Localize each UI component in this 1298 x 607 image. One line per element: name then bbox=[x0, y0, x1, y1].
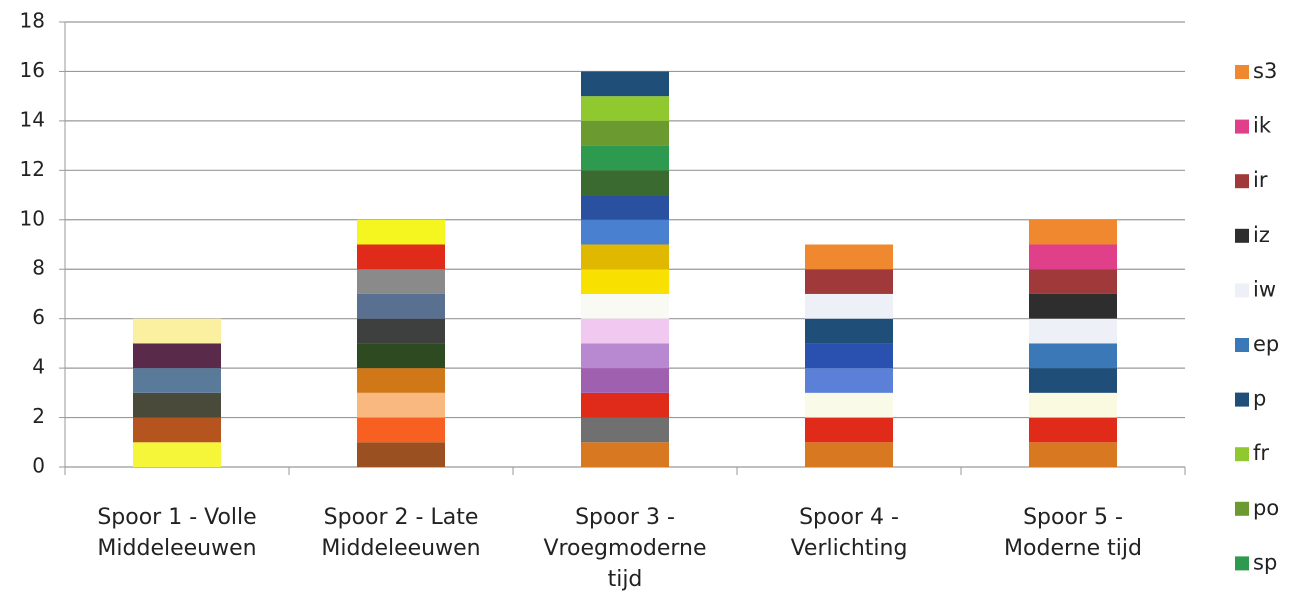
y-tick-label: 10 bbox=[20, 206, 45, 230]
bar-segment bbox=[357, 269, 445, 294]
y-tick-label: 12 bbox=[20, 157, 45, 181]
bar-segment bbox=[1029, 392, 1117, 418]
bar-segment bbox=[357, 244, 445, 270]
y-tick-label: 8 bbox=[32, 256, 45, 280]
bar-segment bbox=[357, 417, 445, 443]
bar-segment bbox=[357, 368, 445, 393]
legend-swatch bbox=[1235, 501, 1249, 516]
bar-segment bbox=[1029, 293, 1117, 319]
x-tick-label: tijd bbox=[608, 567, 643, 592]
legend-label: sp bbox=[1253, 550, 1277, 574]
bar-segment bbox=[581, 120, 669, 146]
bar-segment bbox=[581, 71, 669, 97]
legend-swatch bbox=[1235, 174, 1249, 189]
bar-segment bbox=[581, 219, 669, 245]
bar-segment bbox=[133, 417, 221, 443]
bar-segment bbox=[581, 417, 669, 443]
legend-swatch bbox=[1235, 392, 1249, 407]
legend-label: ir bbox=[1253, 168, 1268, 192]
x-tick-label: Spoor 2 - Late bbox=[324, 505, 479, 530]
bar-segment bbox=[805, 417, 893, 443]
bar-segment bbox=[1029, 219, 1117, 245]
x-tick-label: Spoor 1 - Volle bbox=[97, 505, 256, 530]
bar-segment bbox=[1029, 244, 1117, 270]
bar-segment bbox=[805, 343, 893, 369]
y-tick-label: 2 bbox=[32, 404, 45, 428]
bar-segment bbox=[357, 293, 445, 319]
bar-segment bbox=[805, 269, 893, 294]
bar-segment bbox=[805, 392, 893, 418]
x-tick-label: Vroegmoderne bbox=[543, 536, 706, 561]
bar-segment bbox=[357, 442, 445, 467]
legend-swatch bbox=[1235, 283, 1249, 298]
y-tick-label: 14 bbox=[20, 107, 45, 131]
bar-segment bbox=[1029, 343, 1117, 369]
bar-segment bbox=[581, 368, 669, 393]
bar-segment bbox=[357, 343, 445, 369]
bar-segment bbox=[581, 145, 669, 171]
y-tick-label: 0 bbox=[32, 454, 45, 478]
bar-segment bbox=[581, 392, 669, 418]
bar-segment bbox=[1029, 417, 1117, 443]
bar-segment bbox=[581, 442, 669, 467]
bar-segment bbox=[1029, 368, 1117, 393]
x-tick-label: Moderne tijd bbox=[1004, 536, 1142, 561]
legend-label: iz bbox=[1253, 223, 1270, 247]
bar-segment bbox=[805, 318, 893, 344]
bar-segment bbox=[581, 96, 669, 121]
bar-segment bbox=[357, 219, 445, 245]
y-tick-label: 18 bbox=[20, 9, 45, 33]
bar-segment bbox=[805, 442, 893, 467]
legend-swatch bbox=[1235, 119, 1249, 134]
legend-label: s3 bbox=[1253, 59, 1277, 83]
x-tick-label: Verlichting bbox=[791, 536, 908, 561]
y-tick-label: 4 bbox=[32, 355, 45, 379]
bar-segment bbox=[357, 318, 445, 344]
bar-segment bbox=[133, 368, 221, 393]
bar-segment bbox=[581, 318, 669, 344]
y-tick-label: 16 bbox=[20, 58, 45, 82]
y-tick-label: 6 bbox=[32, 305, 45, 329]
bar-segment bbox=[581, 293, 669, 319]
legend-label: iw bbox=[1253, 277, 1276, 301]
legend-label: ep bbox=[1253, 332, 1279, 356]
bar-segment bbox=[1029, 318, 1117, 344]
x-tick-label: Spoor 4 - bbox=[799, 505, 899, 530]
bar-segment bbox=[805, 368, 893, 393]
legend-label: po bbox=[1253, 496, 1279, 520]
bar-segment bbox=[581, 244, 669, 270]
legend-label: fr bbox=[1253, 441, 1269, 465]
x-tick-label: Spoor 3 - bbox=[575, 505, 675, 530]
bar-segment bbox=[133, 392, 221, 418]
x-tick-label: Middeleeuwen bbox=[321, 536, 480, 561]
bar-segment bbox=[357, 392, 445, 418]
bar-segment bbox=[805, 293, 893, 319]
legend-swatch bbox=[1235, 65, 1249, 79]
bar-segment bbox=[1029, 442, 1117, 467]
legend-label: p bbox=[1253, 387, 1266, 411]
legend-swatch bbox=[1235, 556, 1249, 571]
bar-segment bbox=[581, 195, 669, 220]
legend-swatch bbox=[1235, 338, 1249, 352]
bar-segment bbox=[581, 343, 669, 369]
x-tick-label: Spoor 5 - bbox=[1023, 505, 1123, 530]
bar-segment bbox=[805, 244, 893, 270]
bar-segment bbox=[1029, 269, 1117, 294]
bar-segment bbox=[133, 442, 221, 467]
legend-label: ik bbox=[1253, 114, 1272, 138]
legend-swatch bbox=[1235, 447, 1249, 462]
bar-segment bbox=[581, 170, 669, 196]
x-tick-label: Middeleeuwen bbox=[97, 536, 256, 561]
legend-swatch bbox=[1235, 228, 1249, 243]
bar-segment bbox=[133, 343, 221, 369]
bar-segment bbox=[133, 318, 221, 344]
bar-segment bbox=[581, 269, 669, 294]
